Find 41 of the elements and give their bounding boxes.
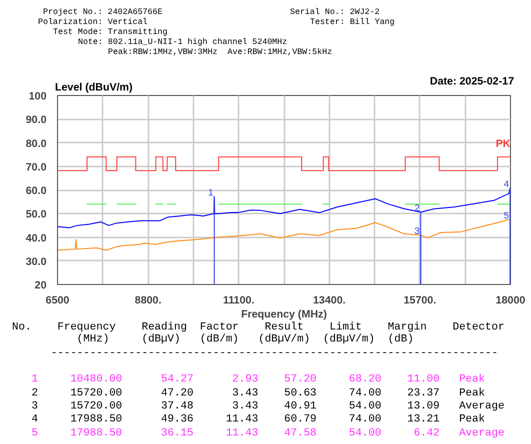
annotation: 4	[504, 179, 510, 190]
text: Tester: Bill Yang	[310, 18, 395, 28]
text: Date: 2025-02-17	[430, 76, 514, 88]
text: Polarization: Vertical	[38, 18, 148, 28]
line-series	[58, 188, 510, 228]
text: No. Frequency Reading Factor Result Limit Margin Detector	[12, 322, 504, 334]
text: Project No.: 2402A65766E	[43, 8, 162, 18]
x-tick-label: 13400.	[313, 294, 346, 306]
y-tick-label: 40.0	[26, 232, 47, 244]
y-tick-label: 70.0	[26, 161, 47, 174]
text: ---------------------------------------------------------------------	[50, 348, 498, 360]
x-axis-title: Frequency (MHz)	[241, 308, 328, 320]
x-tick-label: 15700.	[404, 294, 436, 306]
annotation: 5	[504, 210, 510, 220]
text: Serial No.: 2WJ2-2	[290, 8, 380, 18]
y-axis-title: Level (dBuV/m)	[55, 81, 133, 94]
annotation: 1	[208, 188, 214, 198]
y-tick-label: 50.0	[26, 208, 47, 221]
text: 5 17988.50 36.15 11.43 47.58 54.00 6.42 Average	[30, 428, 504, 440]
line-series	[58, 218, 510, 251]
text: (MHz) (dBµV) (dB/m) (dBµV/m) (dBµV/m) (dB)	[76, 334, 414, 346]
y-tick-label: 90.0	[26, 114, 47, 126]
x-tick-label: 6500	[46, 294, 70, 306]
series-label: PK	[496, 138, 511, 150]
text: 3 15720.00 37.48 3.43 40.91 54.00 13.09 Average	[30, 400, 504, 413]
x-tick-label: 11100.	[222, 294, 254, 306]
y-tick-label: 80.0	[26, 138, 47, 150]
text: 2 15720.00 47.20 3.43 50.63 74.00 23.37 Peak	[30, 388, 485, 400]
y-tick-label: 60.0	[26, 185, 47, 197]
annotation: 2	[414, 203, 420, 214]
text: Peak:RBW:1MHz,VBW:3MHz Ave:RBW:1MHz,VBW:5kHz	[108, 48, 332, 58]
y-tick-label: 20	[34, 280, 47, 292]
text: 1 10480.00 54.27 2.93 57.20 68.20 11.00 Peak	[30, 374, 485, 386]
y-tick-label: 100	[28, 90, 47, 102]
y-tick-label: 30.0	[26, 256, 47, 268]
x-tick-label: 8800.	[134, 294, 162, 306]
annotation: 3	[414, 226, 420, 236]
x-tick-label: 18000	[496, 294, 526, 306]
text: Note: 802.11a_U-NII-1 high channel 5240MHz	[78, 38, 288, 48]
text: Test Mode: Transmitting	[53, 28, 168, 38]
text: 4 17988.50 49.36 11.43 60.79 74.00 13.21 Peak	[30, 414, 485, 426]
